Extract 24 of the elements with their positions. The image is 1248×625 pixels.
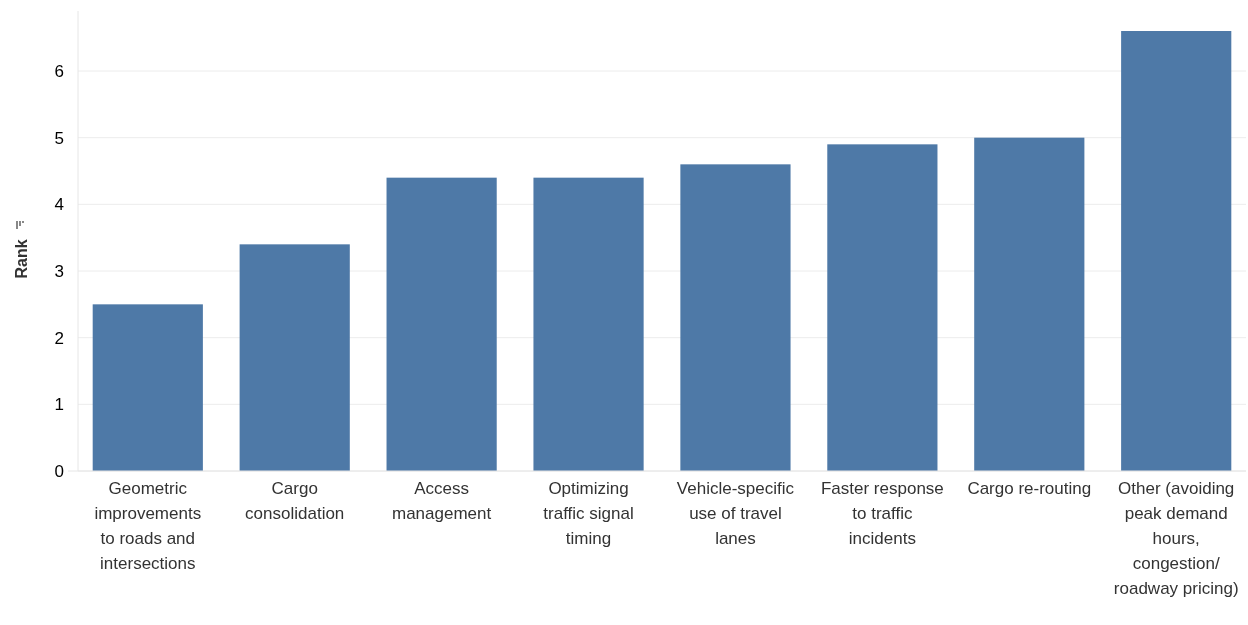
y-tick-label: 5 bbox=[54, 128, 64, 148]
x-tick-label: Access management bbox=[392, 479, 492, 523]
x-tick-label: Cargo re-routing bbox=[967, 479, 1092, 498]
x-tick-label: Cargo consolidation bbox=[245, 479, 345, 523]
y-axis-title: Rank bbox=[13, 239, 30, 279]
bar bbox=[1121, 31, 1232, 471]
y-tick-label: 1 bbox=[54, 395, 64, 415]
y-tick-label: 4 bbox=[54, 195, 64, 215]
x-tick-label: Other (avoiding peak demand hours, congestion/roadway pricing) bbox=[1113, 479, 1239, 598]
bar bbox=[386, 177, 497, 471]
x-tick-label: Optimizing traffic signal timing bbox=[543, 479, 634, 548]
bar bbox=[680, 164, 791, 471]
y-tick-label: 6 bbox=[54, 61, 64, 81]
bar bbox=[533, 177, 644, 471]
y-tick-label: 2 bbox=[54, 328, 64, 348]
y-tick-label: 3 bbox=[54, 261, 64, 281]
bar bbox=[92, 304, 203, 471]
x-tick-label: Faster response to traffic incidents bbox=[820, 479, 944, 548]
bar bbox=[239, 244, 350, 471]
x-tick-label: Vehicle-specific use of travel lanes bbox=[676, 479, 795, 548]
bar bbox=[827, 144, 938, 471]
y-tick-label: 0 bbox=[54, 461, 64, 481]
bar bbox=[974, 137, 1085, 471]
x-tick-label: Geometric improvements to roads and intersections bbox=[94, 479, 202, 573]
